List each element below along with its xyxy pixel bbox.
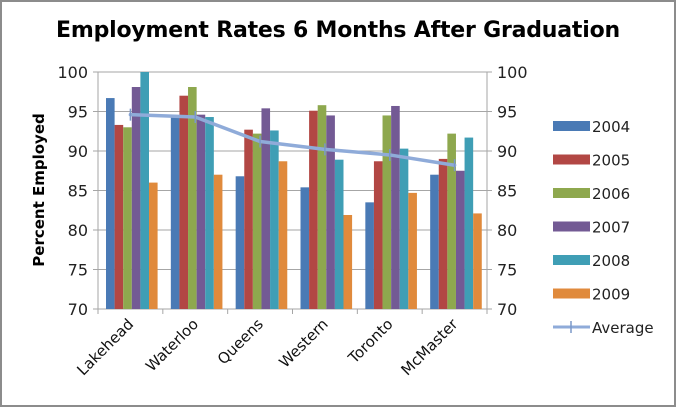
bar-2007-queens xyxy=(261,108,271,309)
bar-2008-western xyxy=(334,159,344,309)
y-axis-right-labels: 70 75 80 85 90 95 100 xyxy=(497,63,528,319)
bar-2006-western xyxy=(317,105,327,310)
legend-swatch-2009 xyxy=(553,288,590,299)
bar-2008-queens xyxy=(270,130,279,309)
legend-swatch-2008 xyxy=(553,255,590,265)
y-tick-label-left: 100 xyxy=(57,63,88,82)
x-category-label: Lakehead xyxy=(73,315,137,379)
axes xyxy=(93,71,492,314)
bar-2009-lakehead xyxy=(149,182,158,309)
bar-2006-toronto xyxy=(382,115,392,309)
legend: 2004 2005 2006 2007 2008 2009 Average xyxy=(553,118,654,337)
average-line xyxy=(128,112,457,167)
bar-2009-queens xyxy=(278,161,288,309)
x-category-label: Toronto xyxy=(344,315,397,368)
bar-2007-toronto xyxy=(391,105,400,309)
y-tick-label-left: 95 xyxy=(68,103,88,122)
y-tick-label-right: 100 xyxy=(497,63,528,82)
y-tick-label-right: 95 xyxy=(497,103,517,122)
y-tick-label-right: 85 xyxy=(497,182,517,201)
y-tick-label-left: 70 xyxy=(68,300,88,319)
bar-2007-mcmaster xyxy=(455,170,465,309)
bar-2007-western xyxy=(326,115,335,309)
bar-2008-lakehead xyxy=(140,72,149,309)
bar-2006-waterloo xyxy=(188,87,197,309)
legend-label-2009: 2009 xyxy=(592,286,630,304)
bar-2005-western xyxy=(309,110,318,310)
y-axis-title: Percent Employed xyxy=(30,113,48,266)
y-tick-label-right: 80 xyxy=(497,221,517,240)
x-category-label: Queens xyxy=(214,315,267,368)
legend-swatch-2004 xyxy=(553,121,590,131)
legend-label-2008: 2008 xyxy=(592,252,630,270)
x-category-label: Waterloo xyxy=(142,315,202,375)
bar-2008-waterloo xyxy=(205,117,214,309)
y-tick-label-left: 85 xyxy=(68,182,88,201)
bar-2009-mcmaster xyxy=(473,213,482,309)
y-tick-label-left: 75 xyxy=(68,261,88,280)
average-line-series xyxy=(128,108,457,172)
bar-2008-toronto xyxy=(399,148,409,309)
bar-2005-mcmaster xyxy=(438,158,448,309)
bar-2004-lakehead xyxy=(106,98,115,309)
y-tick-label-right: 75 xyxy=(497,261,517,280)
bar-2004-toronto xyxy=(365,202,374,309)
chart-title: Employment Rates 6 Months After Graduati… xyxy=(0,18,676,43)
x-axis-category-labels: Lakehead Waterloo Queens Western Toronto McMa… xyxy=(73,315,462,380)
legend-swatch-2006 xyxy=(553,188,590,198)
legend-label-average: Average xyxy=(592,319,654,337)
bar-2006-mcmaster xyxy=(447,133,456,309)
y-tick-label-right: 90 xyxy=(497,142,517,161)
legend-label-2004: 2004 xyxy=(592,118,630,136)
bar-2009-waterloo xyxy=(213,174,223,309)
chart-title-text: Employment Rates 6 Months After Graduati… xyxy=(56,18,620,43)
bar-2005-toronto xyxy=(373,161,383,309)
bar-2005-waterloo xyxy=(179,95,189,309)
legend-swatch-2007 xyxy=(553,221,590,232)
legend-swatch-2005 xyxy=(553,154,590,165)
legend-label-2007: 2007 xyxy=(592,219,630,237)
bar-2007-waterloo xyxy=(196,114,206,309)
bar-2008-mcmaster xyxy=(464,137,474,309)
bar-2004-western xyxy=(300,187,310,309)
bar-2006-lakehead xyxy=(123,127,132,309)
bar-2005-lakehead xyxy=(114,124,124,310)
legend-label-2005: 2005 xyxy=(592,152,630,170)
bar-2004-queens xyxy=(235,176,245,309)
gridlines xyxy=(98,71,487,270)
bar-2009-western xyxy=(343,214,353,309)
y-tick-label-right: 70 xyxy=(497,300,517,319)
bar-2005-queens xyxy=(244,129,253,309)
x-category-label: McMaster xyxy=(397,315,462,380)
bar-2007-lakehead xyxy=(131,87,141,309)
bar-series xyxy=(106,72,482,310)
y-tick-label-left: 90 xyxy=(68,142,88,161)
legend-label-2006: 2006 xyxy=(592,185,630,203)
x-category-label: Western xyxy=(276,315,332,371)
bar-2004-waterloo xyxy=(170,117,180,309)
bar-2009-toronto xyxy=(408,192,417,309)
y-axis-left-labels: 70 75 80 85 90 95 100 xyxy=(57,63,88,319)
bar-2004-mcmaster xyxy=(430,174,439,309)
bar-2006-queens xyxy=(252,133,262,309)
y-tick-label-left: 80 xyxy=(68,221,88,240)
